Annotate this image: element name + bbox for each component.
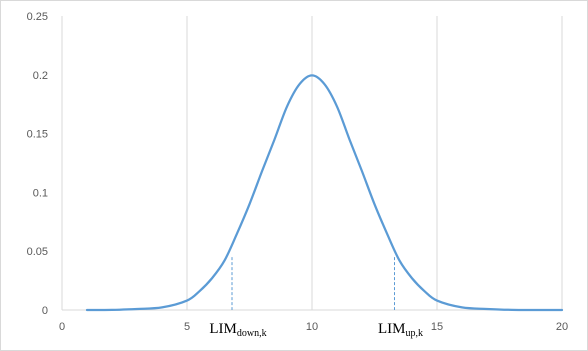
axes xyxy=(61,16,562,311)
y-tick-label: 0 xyxy=(42,305,48,317)
x-tick-label: 10 xyxy=(306,321,318,333)
x-tick-label: 20 xyxy=(556,321,568,333)
y-tick-label: 0.25 xyxy=(27,11,48,23)
limit-marker-label: LIMup,k xyxy=(378,321,423,339)
grid-lines xyxy=(61,16,563,310)
x-tick-label: 15 xyxy=(431,321,443,333)
limit-markers xyxy=(231,257,395,310)
series-layer xyxy=(85,74,564,312)
x-tick-label: 5 xyxy=(184,321,190,333)
limit-marker-label: LIMdown,k xyxy=(209,321,266,339)
y-tick-label: 0.05 xyxy=(27,246,48,258)
series-line xyxy=(85,74,564,312)
y-tick-label: 0.1 xyxy=(33,187,48,199)
y-tick-label: 0.2 xyxy=(33,70,48,82)
x-tick-label: 0 xyxy=(59,321,65,333)
tick-labels: 0 5 10 15 20 0 0.05 0.1 0.15 0.2 0.25 LIMdown,k LIMu… xyxy=(27,11,569,339)
y-tick-label: 0.15 xyxy=(27,129,48,141)
